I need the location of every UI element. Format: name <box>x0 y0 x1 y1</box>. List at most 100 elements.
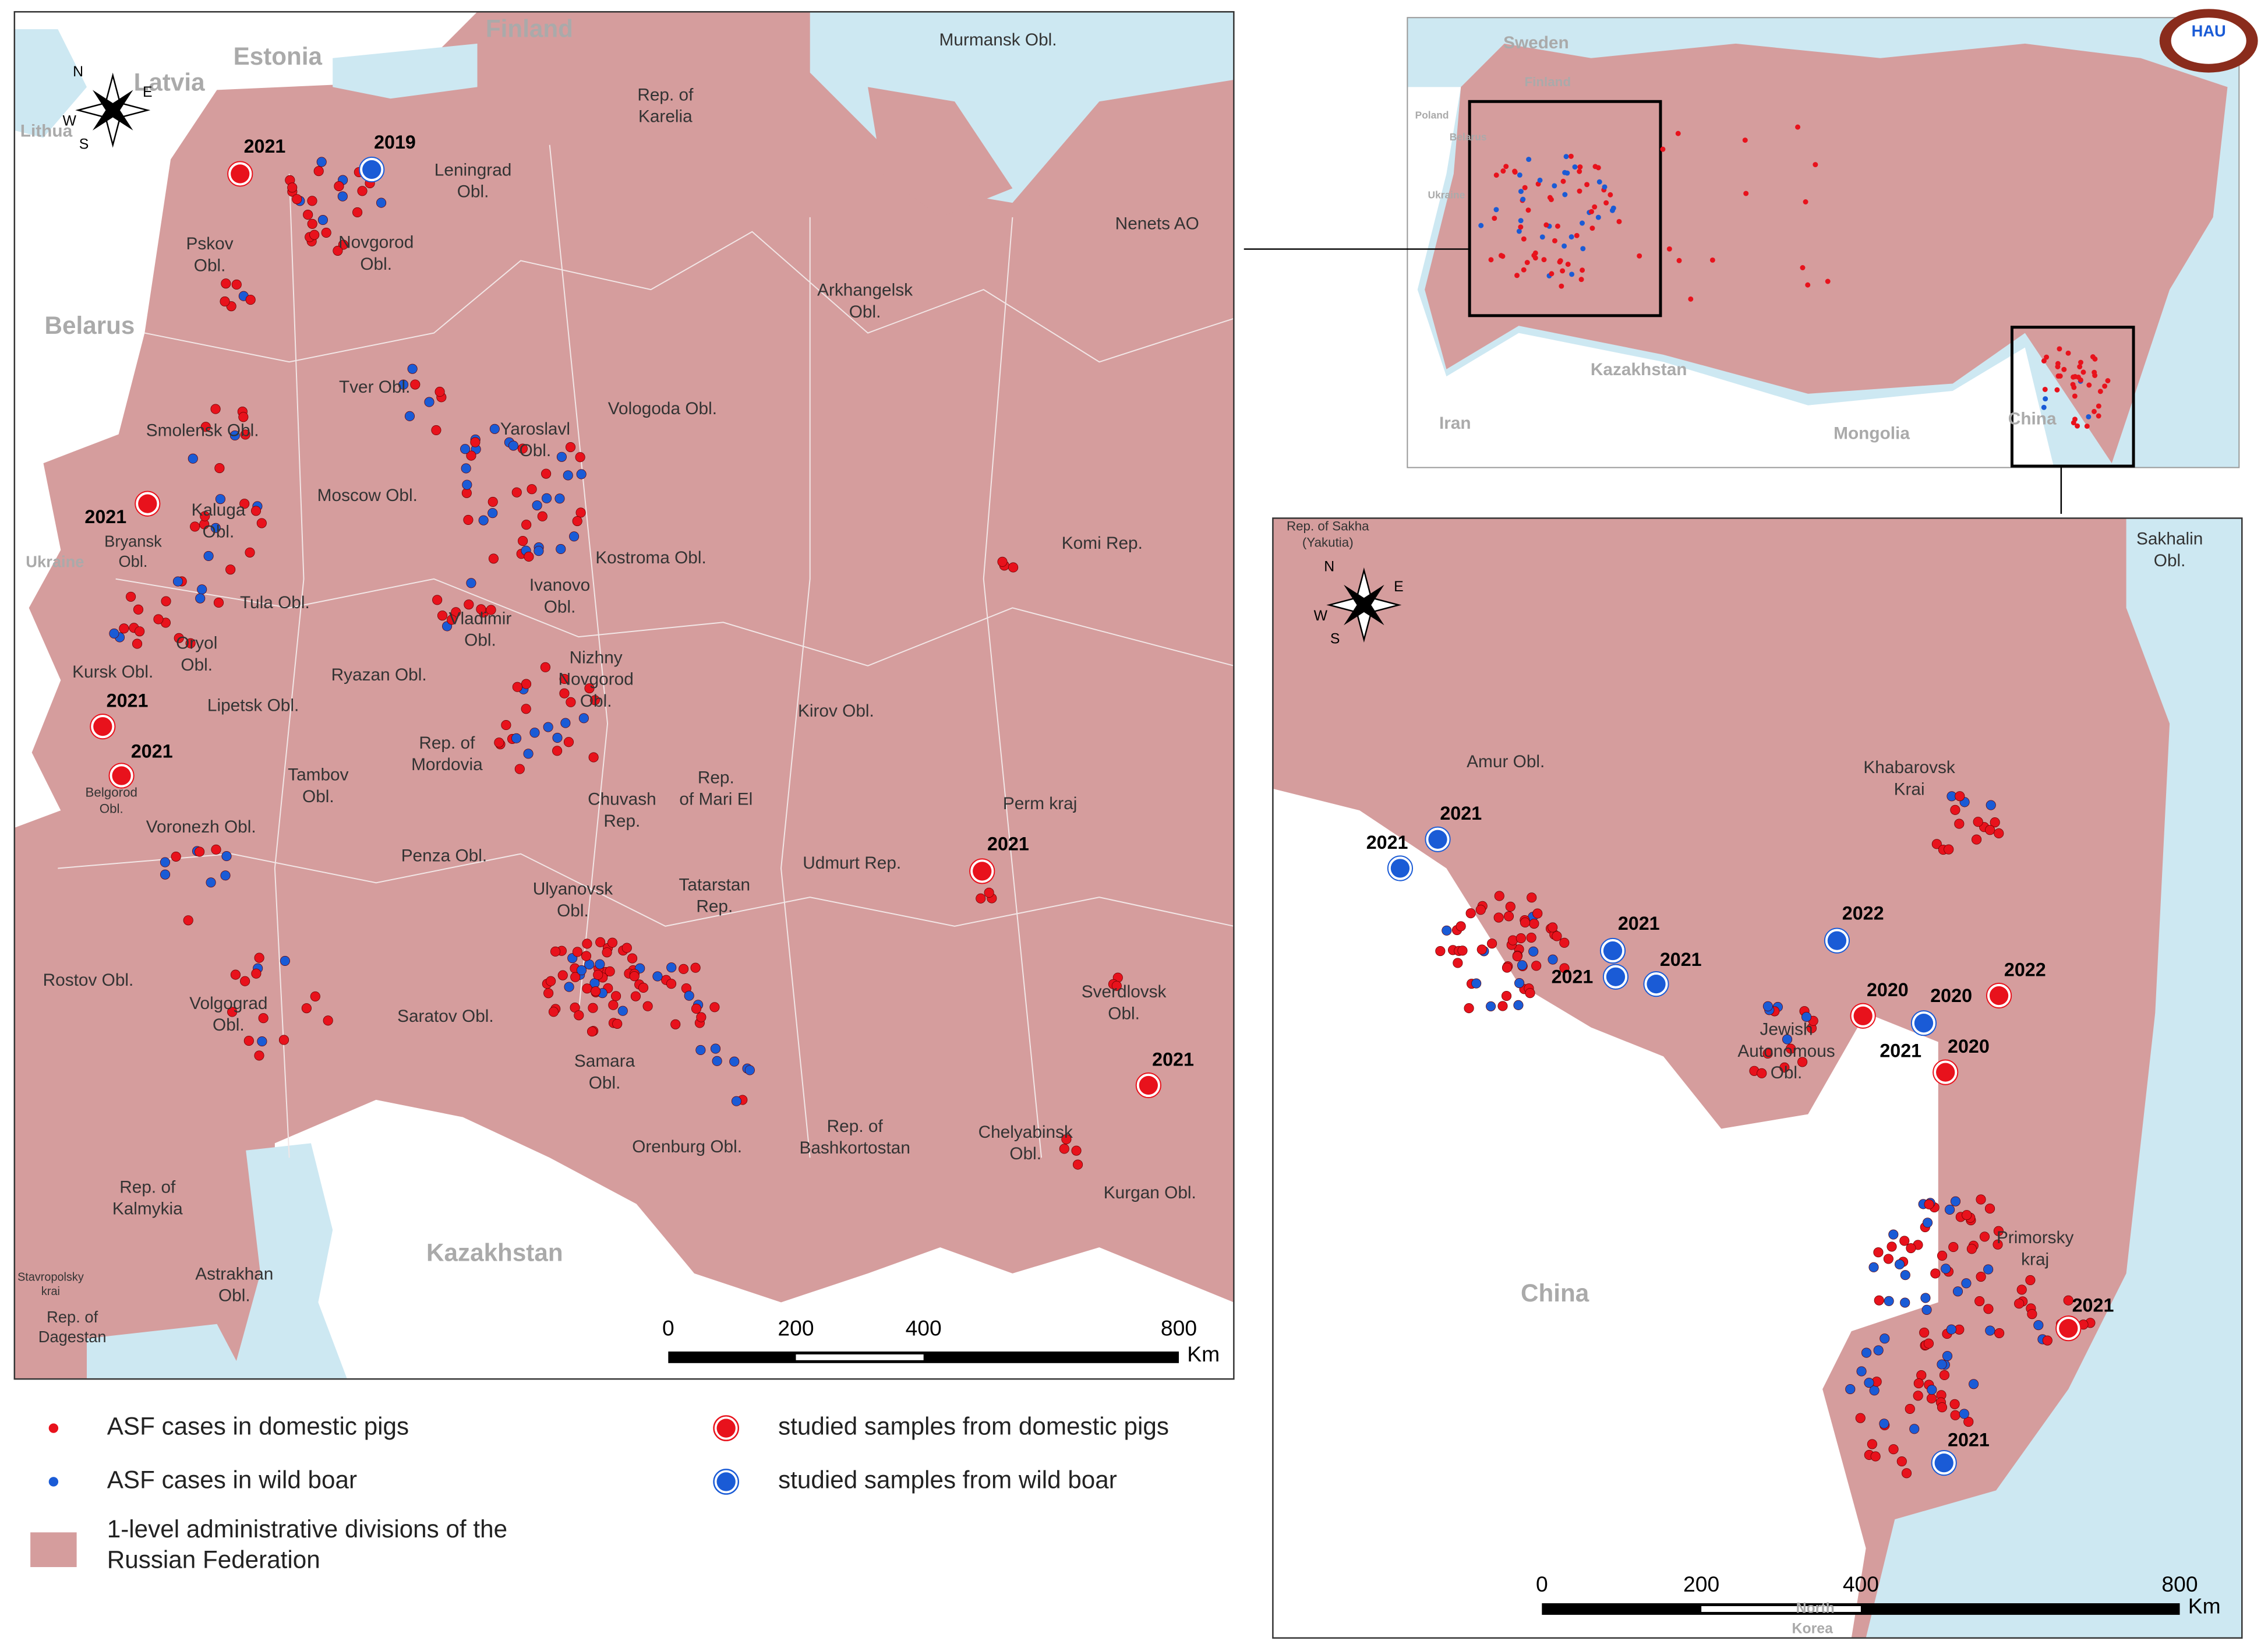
case-point <box>1555 223 1560 229</box>
label-line: Smolensk Obl. <box>146 421 259 440</box>
region-label: Moscow Obl. <box>317 486 418 505</box>
label-line: Karelia <box>638 107 693 126</box>
region-label: Chuvash Rep. <box>588 790 656 831</box>
country-label: Sweden <box>1503 33 1569 52</box>
label-line: Oryol <box>176 633 217 652</box>
case-point <box>183 915 193 926</box>
scale-tick: 0 <box>662 1316 674 1340</box>
case-point <box>1505 901 1515 912</box>
label-line: Obl. <box>181 655 213 675</box>
case-point <box>710 1043 721 1054</box>
label-line: Bashkortostan <box>799 1138 910 1158</box>
case-point <box>317 215 328 225</box>
case-point <box>997 556 1008 567</box>
compass-letter: W <box>62 114 76 129</box>
case-point <box>214 463 225 474</box>
label-line: Obl. <box>100 801 123 816</box>
case-point <box>1552 183 1557 189</box>
case-point <box>1913 1378 1924 1389</box>
case-point <box>126 591 136 602</box>
case-point <box>1954 819 1965 829</box>
region-label: Perm kraj <box>1003 794 1077 813</box>
case-point <box>1541 257 1547 263</box>
case-point <box>1923 1338 1934 1349</box>
case-point <box>323 1015 333 1026</box>
scale-unit: Km <box>2188 1593 2221 1618</box>
region-label: Orenburg Obl. <box>632 1137 742 1156</box>
case-point <box>1887 1241 1897 1252</box>
case-point <box>612 1018 623 1029</box>
case-point <box>1880 1333 1890 1344</box>
case-point <box>543 722 553 732</box>
studied-sample <box>112 766 131 785</box>
case-point <box>523 749 534 759</box>
case-point <box>1602 184 1608 190</box>
case-point <box>587 1026 598 1037</box>
case-point <box>1825 278 1831 284</box>
case-point <box>1994 1328 2005 1338</box>
case-point <box>1532 908 1543 919</box>
label-line: Orenburg Obl. <box>632 1137 742 1156</box>
case-point <box>1961 1278 1972 1289</box>
case-points <box>90 124 2111 1479</box>
case-point <box>220 296 230 307</box>
main-map-base <box>13 11 1235 1380</box>
case-point <box>2075 423 2080 429</box>
label-line: Obl. <box>2154 551 2186 570</box>
country-label: Kazakhstan <box>426 1239 563 1266</box>
scale-tick: 200 <box>1683 1572 1719 1596</box>
case-point <box>1537 177 1543 183</box>
case-point <box>1924 1199 1934 1209</box>
region-label: Oryol Obl. <box>176 633 217 674</box>
case-point <box>691 1003 702 1014</box>
case-point <box>1972 834 1982 845</box>
case-point <box>1515 933 1526 944</box>
case-point <box>1757 1068 1767 1078</box>
region-label: Kostroma Obl. <box>595 548 706 567</box>
year-label: 2021 <box>1660 949 1702 970</box>
case-point <box>1959 1409 1969 1419</box>
country-label: Belarus <box>1450 131 1487 143</box>
case-point <box>1531 252 1537 258</box>
region-label: Kurgan Obl. <box>1104 1183 1196 1202</box>
case-point <box>398 379 409 390</box>
year-label: 2021 <box>1366 832 1408 853</box>
case-point <box>1478 223 1484 228</box>
case-point <box>1525 988 1535 999</box>
case-point <box>576 965 587 976</box>
case-point <box>1610 205 1616 211</box>
case-point <box>462 479 472 490</box>
case-point <box>2042 1335 2052 1346</box>
case-point <box>1529 918 1539 929</box>
case-point <box>1557 259 1563 265</box>
case-point <box>1565 262 1571 267</box>
label-line: Vologoda Obl. <box>608 399 717 418</box>
case-point <box>172 576 183 587</box>
case-point <box>1937 1359 1947 1370</box>
case-point <box>1983 1304 1994 1314</box>
case-point <box>132 638 143 649</box>
case-point <box>489 424 500 434</box>
region-label: Yaroslavl Obl. <box>500 419 570 460</box>
case-point <box>1637 253 1642 259</box>
case-point <box>1939 1370 1950 1381</box>
country-label: Lithua <box>20 121 73 140</box>
legend-marker <box>48 1477 59 1487</box>
label-line: Krai <box>1894 779 1925 799</box>
region-label: Ryazan Obl. <box>331 665 427 685</box>
region-label: Jewish Autonomous Obl. <box>1737 1019 1835 1082</box>
case-point <box>2041 404 2047 410</box>
label-line: Kirov Obl. <box>798 701 874 721</box>
case-point <box>1963 1417 1974 1427</box>
case-point <box>1883 1254 1893 1264</box>
label-line: Udmurt Rep. <box>803 853 901 873</box>
case-point <box>565 442 576 453</box>
compass-letter: W <box>1314 608 1328 624</box>
label-line: Chelyabinsk <box>978 1123 1073 1142</box>
label-line: studied samples from domestic pigs <box>778 1413 1169 1440</box>
case-point <box>185 638 196 648</box>
case-point <box>588 752 599 763</box>
label-line: Arkhangelsk <box>817 280 913 299</box>
case-point <box>1676 257 1682 263</box>
case-point <box>1856 1366 1867 1377</box>
